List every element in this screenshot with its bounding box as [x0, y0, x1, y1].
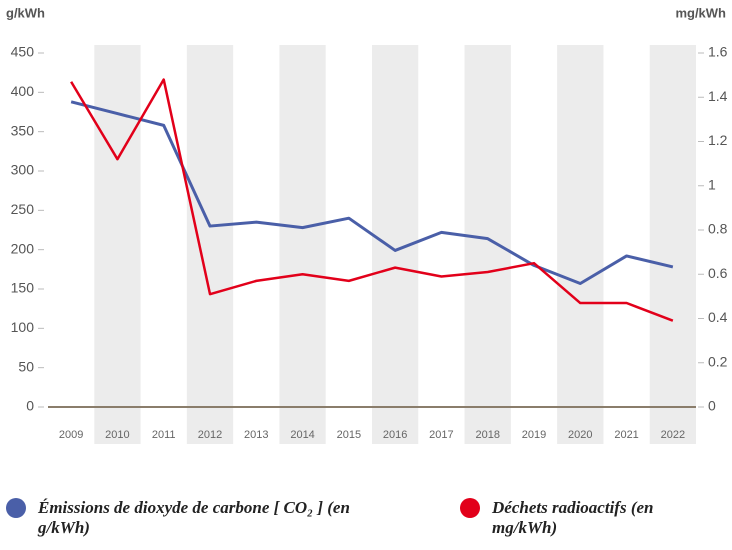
y2-tick-label: 0.6 — [708, 265, 728, 281]
y-tick-label: 200 — [11, 240, 35, 256]
x-tick-label: 2015 — [337, 429, 361, 441]
y2-tick-label: 0.2 — [708, 353, 728, 369]
x-tick-label: 2009 — [59, 429, 83, 441]
legend-label: Déchets radioactifs (en mg/kWh) — [492, 498, 654, 537]
x-tick-label: 2021 — [614, 429, 638, 441]
y2-tick-label: 0 — [708, 398, 716, 414]
y-axis-label: g/kWh — [6, 5, 45, 20]
chart: g/kWh mg/kWh 2009 2010 2011 2012 2013 2014 201… — [6, 5, 728, 444]
y-tick-label: 250 — [11, 201, 35, 217]
y-tick-label: 0 — [26, 398, 34, 414]
x-tick-label: 2020 — [568, 429, 592, 441]
x-tick-label: 2022 — [661, 429, 685, 441]
x-tick-label: 2016 — [383, 429, 407, 441]
x-tick-label: 2019 — [522, 429, 546, 441]
y-tick-label: 50 — [18, 358, 34, 374]
y2-axis-label: mg/kWh — [675, 5, 726, 20]
column-band — [649, 45, 696, 444]
column-band — [557, 45, 604, 444]
y-tick-label: 400 — [11, 83, 35, 99]
y-tick-label: 450 — [11, 44, 35, 60]
legend-item: Émissions de dioxyde de carbone [ CO₂ ] … — [6, 498, 406, 538]
x-tick-label: 2011 — [152, 429, 176, 441]
y2-tick-label: 0.4 — [708, 309, 728, 325]
x-tick-label: 2012 — [198, 429, 222, 441]
column-band — [186, 45, 234, 444]
legend-item: Déchets radioactifs (en mg/kWh) — [460, 498, 720, 538]
series-line — [70, 78, 674, 322]
y2-tick-label: 1.2 — [708, 132, 728, 148]
legend-swatch — [460, 498, 480, 518]
x-tick-label: 2010 — [105, 429, 129, 441]
legend-label: Émissions de dioxyde de carbone [ CO₂ ] … — [38, 498, 350, 537]
x-tick-label: 2014 — [290, 429, 314, 441]
x-tick-label: 2013 — [244, 429, 268, 441]
column-band — [464, 45, 511, 444]
y2-tick-label: 1.6 — [708, 44, 728, 60]
x-tick-label: 2017 — [429, 429, 453, 441]
series-line — [70, 100, 674, 285]
legend-swatch — [6, 498, 26, 518]
y2-tick-label: 0.8 — [708, 221, 728, 237]
y-tick-label: 150 — [11, 280, 35, 296]
column-band — [94, 45, 141, 444]
y2-tick-label: 1 — [708, 176, 716, 192]
y2-tick-label: 1.4 — [708, 88, 728, 104]
column-band — [279, 45, 326, 444]
y-tick-label: 350 — [11, 122, 35, 138]
y-tick-label: 100 — [11, 319, 35, 335]
y-tick-label: 300 — [11, 162, 35, 178]
x-tick-label: 2018 — [475, 429, 499, 441]
